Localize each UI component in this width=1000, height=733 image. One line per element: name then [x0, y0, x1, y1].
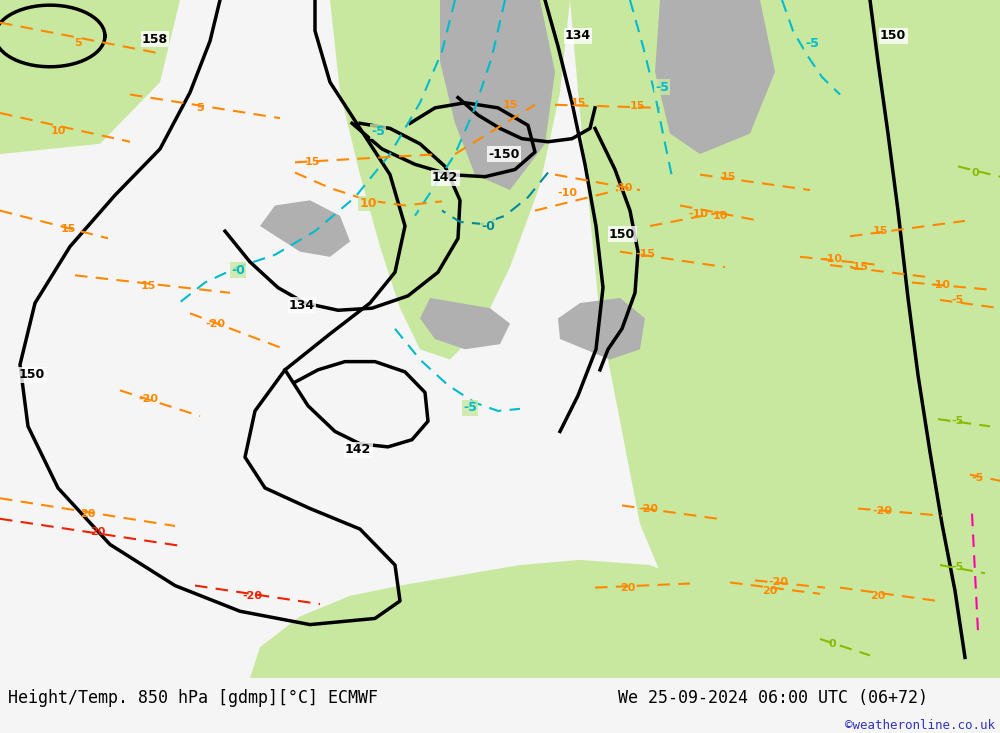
- Text: -10: -10: [930, 279, 950, 290]
- Polygon shape: [330, 0, 570, 360]
- Text: 10: 10: [712, 210, 728, 221]
- Text: 5: 5: [74, 38, 82, 48]
- Text: -10: -10: [557, 188, 577, 198]
- Text: 20: 20: [762, 586, 778, 596]
- Text: -5: -5: [952, 562, 964, 572]
- Text: 15: 15: [570, 97, 586, 108]
- Text: -10: -10: [822, 254, 842, 264]
- Polygon shape: [655, 0, 775, 154]
- Text: 15: 15: [720, 172, 736, 182]
- Polygon shape: [420, 298, 510, 350]
- Text: 10: 10: [617, 183, 633, 193]
- Polygon shape: [440, 0, 555, 190]
- Polygon shape: [260, 200, 350, 257]
- Text: -5: -5: [972, 473, 984, 483]
- Text: 15: 15: [140, 281, 156, 290]
- Text: 150: 150: [19, 369, 45, 381]
- Text: 10: 10: [50, 127, 66, 136]
- Text: -5: -5: [952, 295, 964, 305]
- Text: -5: -5: [371, 125, 385, 138]
- Polygon shape: [560, 0, 1000, 678]
- Text: -20: -20: [242, 591, 262, 601]
- Polygon shape: [558, 298, 645, 360]
- Text: 15: 15: [629, 101, 645, 111]
- Text: 158: 158: [142, 32, 168, 45]
- Text: -5: -5: [951, 416, 963, 426]
- Text: 10: 10: [359, 197, 377, 210]
- Text: 20: 20: [620, 583, 636, 592]
- Text: -20: -20: [205, 319, 225, 328]
- Text: 20: 20: [870, 591, 886, 601]
- Text: 142: 142: [345, 443, 371, 457]
- Text: 20: 20: [80, 509, 96, 519]
- Text: We 25-09-2024 06:00 UTC (06+72): We 25-09-2024 06:00 UTC (06+72): [618, 689, 928, 707]
- Polygon shape: [0, 0, 180, 154]
- Text: -15: -15: [848, 262, 868, 272]
- Text: 5: 5: [196, 103, 204, 113]
- Text: 15: 15: [872, 226, 888, 236]
- Text: 0: 0: [828, 639, 836, 649]
- Text: 0: 0: [971, 168, 979, 177]
- Text: 15: 15: [60, 224, 76, 234]
- Text: -10: -10: [688, 209, 708, 218]
- Text: -20: -20: [638, 504, 658, 514]
- Text: -5: -5: [463, 402, 477, 414]
- Text: -20: -20: [872, 506, 892, 515]
- Text: -0: -0: [231, 264, 245, 276]
- Text: -0: -0: [481, 219, 495, 232]
- Text: 15: 15: [304, 158, 320, 167]
- Text: 134: 134: [289, 298, 315, 312]
- Text: -5: -5: [655, 81, 669, 94]
- Text: 150: 150: [609, 228, 635, 240]
- Text: 15: 15: [502, 100, 518, 110]
- Text: 20: 20: [90, 527, 106, 537]
- Text: -15: -15: [635, 248, 655, 259]
- Text: -20: -20: [138, 394, 158, 404]
- Text: 142: 142: [432, 172, 458, 184]
- Text: -20: -20: [768, 578, 788, 587]
- Text: ©weatheronline.co.uk: ©weatheronline.co.uk: [845, 718, 995, 732]
- Text: 134: 134: [565, 29, 591, 43]
- Polygon shape: [250, 560, 750, 678]
- Text: -150: -150: [488, 147, 520, 161]
- Text: -5: -5: [805, 37, 819, 50]
- Text: Height/Temp. 850 hPa [gdmp][°C] ECMWF: Height/Temp. 850 hPa [gdmp][°C] ECMWF: [8, 689, 378, 707]
- Text: 150: 150: [880, 29, 906, 43]
